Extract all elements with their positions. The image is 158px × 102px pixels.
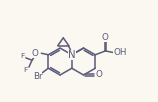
Text: F: F bbox=[23, 67, 27, 73]
Text: O: O bbox=[102, 33, 109, 42]
Text: F: F bbox=[20, 53, 24, 59]
Text: OH: OH bbox=[113, 48, 127, 57]
Text: O: O bbox=[96, 70, 103, 79]
Text: N: N bbox=[68, 50, 76, 60]
Text: Br: Br bbox=[33, 72, 42, 81]
Text: O: O bbox=[31, 49, 38, 58]
